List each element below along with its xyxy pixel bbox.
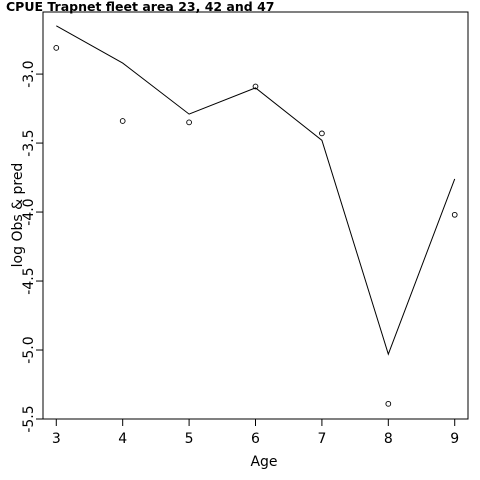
observed-point <box>319 130 325 137</box>
observed-point <box>385 400 392 407</box>
observed-point <box>119 118 126 124</box>
y-tick-label: -3.5 <box>21 129 37 156</box>
y-tick-label: -4.0 <box>21 198 37 225</box>
observed-point <box>186 119 192 126</box>
x-tick-label: 6 <box>251 431 260 447</box>
x-axis: 3 4 5 6 7 8 9 <box>52 419 459 447</box>
observed-point <box>53 45 60 51</box>
x-tick-label: 3 <box>52 431 61 447</box>
x-tick-label: 7 <box>317 431 326 447</box>
x-tick-label: 9 <box>450 431 459 447</box>
observed-point <box>451 211 458 218</box>
y-tick-label: -3.0 <box>21 60 37 87</box>
predicted-line <box>56 25 456 356</box>
chart-title: CPUE Trapnet fleet area 23, 42 and 47 <box>6 0 274 14</box>
x-tick-label: 5 <box>185 431 194 447</box>
y-axis-label: log Obs & pred <box>10 163 26 268</box>
y-axis: -3.0 -3.5 -4.0 -4.5 -5.0 -5.5 <box>21 60 43 433</box>
y-tick-label: -5.0 <box>21 336 37 363</box>
series-layer <box>53 25 458 407</box>
plot-frame <box>42 11 469 420</box>
y-tick-label: -4.5 <box>21 267 37 294</box>
y-tick-label: -5.5 <box>21 405 37 432</box>
x-tick-label: 4 <box>118 431 127 447</box>
observed-point <box>252 83 259 90</box>
x-tick-label: 8 <box>384 431 393 447</box>
x-axis-label: Age <box>250 454 277 470</box>
